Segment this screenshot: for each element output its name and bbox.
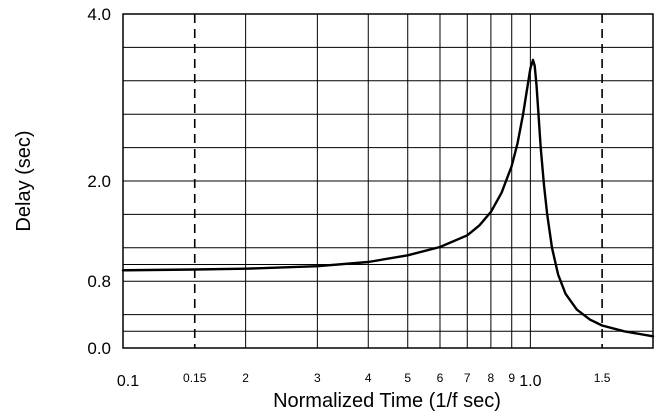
y-tick-label: 0.0 [87, 339, 111, 358]
x-tick-label: 0.1 [117, 373, 139, 390]
y-tick-label: 0.8 [87, 272, 111, 291]
x-tick-label: 2 [242, 371, 249, 385]
x-tick-labels: 0.1 0.15 2 3 4 5 6 7 8 9 1.0 1.5 [117, 371, 611, 390]
x-tick-label: 3 [314, 371, 321, 385]
x-axis-title: Normalized Time (1/f sec) [273, 390, 501, 412]
y-tick-label: 4.0 [87, 5, 111, 24]
x-tick-label: 8 [488, 371, 495, 385]
x-tick-label: 5 [404, 371, 411, 385]
series-layer [121, 58, 655, 338]
y-tick-labels: 0.0 0.8 2.0 4.0 [87, 5, 111, 358]
plot-frame [122, 13, 654, 349]
x-tick-label: 1.0 [519, 373, 541, 390]
x-tick-label: 1.5 [594, 371, 611, 385]
x-tick-label: 6 [437, 371, 444, 385]
delay-curve [121, 58, 655, 338]
y-tick-label: 2.0 [87, 172, 111, 191]
grid [123, 14, 653, 348]
x-tick-label: 9 [508, 371, 515, 385]
y-axis-title: Delay (sec) [13, 130, 35, 231]
x-tick-label: 0.15 [183, 371, 207, 385]
x-tick-label: 4 [365, 371, 372, 385]
x-tick-label: 7 [464, 371, 471, 385]
